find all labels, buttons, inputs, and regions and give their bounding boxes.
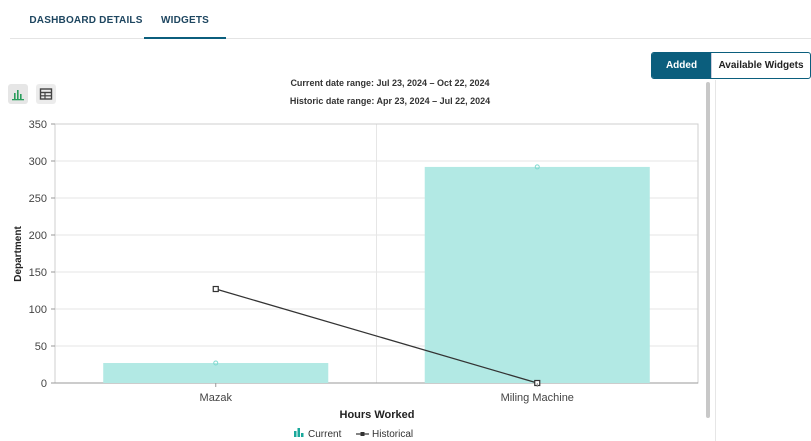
chart-grid: [54, 123, 699, 384]
legend-current-icon: [294, 428, 304, 437]
y-tick-label: 350: [29, 119, 47, 131]
tab-widgets[interactable]: WIDGETS: [144, 0, 226, 39]
legend: Current Historical: [294, 428, 413, 440]
available-widgets-button[interactable]: Available Widgets: [711, 53, 810, 78]
scrollbar[interactable]: [706, 82, 710, 418]
historic-date-range: Historic date range: Apr 23, 2024 – Jul …: [289, 96, 491, 106]
historical-point: [212, 285, 219, 293]
tab-bar: DASHBOARD DETAILS WIDGETS: [10, 0, 811, 39]
historical-series: [212, 285, 541, 387]
y-tick-label: 300: [29, 156, 47, 168]
y-tick-label: 200: [29, 230, 47, 242]
widget-filter-toggle: Added Available Widgets: [651, 52, 811, 79]
y-axis-label: Department: [13, 226, 24, 282]
x-axis-ticks: Mazak Miling Machine: [200, 383, 574, 404]
historical-line: [215, 288, 538, 384]
y-tick-label: 150: [29, 267, 47, 279]
panel-divider: [715, 80, 716, 441]
y-tick-label: 100: [29, 304, 47, 316]
chart-view-button[interactable]: [8, 84, 28, 104]
historical-point: [534, 379, 541, 387]
current-point-marker: [534, 164, 540, 170]
legend-current-label: Current: [308, 429, 342, 440]
x-axis-label: Hours Worked: [340, 409, 415, 421]
bar-chart-icon: [12, 90, 24, 101]
y-tick-label: 250: [29, 193, 47, 205]
table-view-button[interactable]: [36, 84, 56, 104]
current-point-marker: [213, 360, 219, 366]
table-icon: [39, 88, 53, 100]
legend-historical-icon: [356, 432, 369, 436]
x-tick-label: Miling Machine: [501, 392, 574, 404]
plot-border: [54, 123, 699, 384]
current-series: [103, 164, 650, 383]
tab-dashboard-details[interactable]: DASHBOARD DETAILS: [29, 15, 143, 26]
legend-historical-label: Historical: [372, 429, 413, 440]
y-tick-label: 50: [35, 341, 47, 353]
x-tick-label: Mazak: [200, 392, 233, 404]
current-date-range: Current date range: Jul 23, 2024 – Oct 2…: [290, 78, 490, 88]
current-bar: [103, 363, 329, 383]
added-button[interactable]: Added: [652, 53, 711, 78]
y-axis-ticks: 0 50 100 150 200 250 300 350: [29, 119, 55, 390]
y-tick-label: 0: [41, 378, 47, 390]
current-bar: [424, 166, 650, 383]
